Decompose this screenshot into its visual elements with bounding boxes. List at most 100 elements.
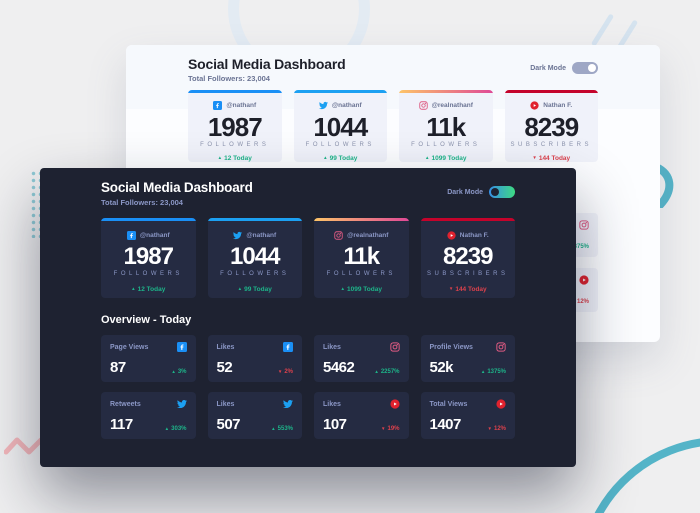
follower-card[interactable]: @nathanf 1044 FOLLOWERS ▲ 99 Today <box>207 218 302 298</box>
platform-accent-bar <box>101 218 196 221</box>
follower-label: FOLLOWERS <box>220 271 290 277</box>
metric-value: 5462 <box>323 359 355 376</box>
change-today: ▲ 1099 Today <box>425 155 466 162</box>
change-percent: ▲ 553% <box>271 426 293 432</box>
follower-card[interactable]: @nathanf 1987 FOLLOWERS ▲ 12 Today <box>101 218 196 298</box>
youtube-icon <box>389 399 400 409</box>
change-percent: ▲ 3% <box>171 369 186 375</box>
facebook-icon <box>213 101 223 110</box>
platform-accent-bar <box>314 218 409 221</box>
overview-card[interactable]: Total Views 1407 ▼ 12% <box>420 392 515 439</box>
change-arrow-icon: ▼ <box>277 368 283 374</box>
overview-card-top: Likes <box>323 399 400 409</box>
change-arrow-icon: ▼ <box>532 155 537 161</box>
change-text: 99 Today <box>329 155 358 162</box>
total-followers: Total Followers: 23,004 <box>188 74 270 84</box>
change-text: 12% <box>576 299 589 305</box>
overview-card[interactable]: Profile Views 52k ▲ 1375% <box>420 335 515 382</box>
metric-label: Page Views <box>110 343 149 351</box>
platform-accent-bar <box>420 218 515 221</box>
overview-card[interactable]: Likes 507 ▲ 553% <box>207 392 302 439</box>
account-row: @nathanf <box>126 231 170 240</box>
change-text: 12 Today <box>137 286 166 293</box>
follower-cards-row: @nathanf 1987 FOLLOWERS ▲ 12 Today @nath… <box>101 218 515 298</box>
account-row: @nathanf <box>318 101 362 110</box>
follower-count: 1044 <box>313 112 368 142</box>
dark-mode-control: Dark Mode <box>530 62 598 74</box>
follower-label: FOLLOWERS <box>411 142 481 148</box>
change-arrow-icon: ▼ <box>448 286 454 292</box>
overview-card[interactable]: Likes 52 ▼ 2% <box>207 335 302 382</box>
change-arrow-icon: ▲ <box>171 368 176 374</box>
change-percent: ▲ 2257% <box>374 369 399 375</box>
instagram-icon <box>496 342 506 352</box>
metric-label: Likes <box>216 343 235 351</box>
follower-label: FOLLOWERS <box>113 271 183 277</box>
overview-card[interactable]: Likes 107 ▼ 19% <box>314 392 409 439</box>
dark-mode-toggle[interactable] <box>572 62 598 74</box>
follower-count: 1044 <box>230 243 280 270</box>
account-handle: @realnathanf <box>431 102 473 109</box>
follower-count: 1987 <box>123 243 174 270</box>
youtube-icon <box>496 399 506 409</box>
decor-slash-1-icon <box>590 13 615 47</box>
follower-cards-row: @nathanf 1987 FOLLOWERS ▲ 12 Today @nath… <box>188 90 598 162</box>
follower-card[interactable]: Nathan F. 8239 SUBSCRIBERS ▼ 144 Today <box>420 218 515 298</box>
account-handle: Nathan F. <box>543 102 573 109</box>
metric-label: Retweets <box>110 400 141 408</box>
change-percent: ▼ 19% <box>381 426 399 432</box>
overview-card-top: Total Views <box>430 399 507 409</box>
change-today: ▼ 144 Today <box>449 286 487 293</box>
dark-header: Social Media Dashboard Total Followers: … <box>101 180 515 207</box>
overview-card-bottom: 1407 ▼ 12% <box>430 417 507 432</box>
toggle-knob <box>588 64 596 72</box>
change-text: 3% <box>177 369 187 375</box>
dark-dashboard: Social Media Dashboard Total Followers: … <box>40 168 576 467</box>
overview-card[interactable]: Likes 5462 ▲ 2257% <box>314 335 409 382</box>
change-text: 144 Today <box>455 286 487 293</box>
follower-card[interactable]: @realnathanf 11k FOLLOWERS ▲ 1099 Today <box>399 90 493 162</box>
overview-card[interactable]: Retweets 117 ▲ 303% <box>101 392 196 439</box>
metric-label: Likes <box>323 343 341 351</box>
change-arrow-icon: ▲ <box>164 425 170 431</box>
follower-card[interactable]: @realnathanf 11k FOLLOWERS ▲ 1099 Today <box>314 218 409 298</box>
instagram-icon <box>389 342 400 352</box>
change-text: 144 Today <box>538 155 571 162</box>
platform-accent-bar <box>188 90 282 93</box>
overview-card-top: Page Views <box>110 342 187 352</box>
dark-mode-toggle[interactable] <box>489 186 515 198</box>
change-today: ▲ 12 Today <box>218 155 252 162</box>
follower-count: 1987 <box>207 112 263 142</box>
follower-label: FOLLOWERS <box>326 271 396 277</box>
follower-label: FOLLOWERS <box>305 142 375 148</box>
follower-count: 11k <box>343 243 380 270</box>
instagram-icon <box>418 101 428 110</box>
metric-value: 1407 <box>429 416 462 433</box>
metric-value: 52 <box>216 359 233 376</box>
follower-card[interactable]: @nathanf 1044 FOLLOWERS ▲ 99 Today <box>293 90 387 162</box>
facebook-icon <box>283 342 293 352</box>
change-arrow-icon: ▲ <box>131 286 136 292</box>
account-handle: @nathanf <box>226 102 257 109</box>
change-today: ▲ 1099 Today <box>341 286 382 293</box>
overview-card-bottom: 107 ▼ 19% <box>323 417 400 432</box>
change-arrow-icon: ▲ <box>323 155 328 161</box>
change-text: 1099 Today <box>347 286 382 293</box>
account-row: Nathan F. <box>447 231 489 240</box>
change-arrow-icon: ▲ <box>340 286 346 292</box>
total-followers: Total Followers: 23,004 <box>101 197 183 207</box>
instagram-icon <box>579 220 589 230</box>
change-text: 12 Today <box>224 155 252 162</box>
overview-card[interactable]: Page Views 87 ▲ 3% <box>101 335 196 382</box>
metric-value: 107 <box>323 416 347 433</box>
change-percent: ▼ 12% <box>488 426 506 432</box>
change-arrow-icon: ▼ <box>381 425 386 431</box>
follower-count: 11k <box>426 112 466 142</box>
change-text: 303% <box>171 426 187 432</box>
change-text: 553% <box>277 426 293 432</box>
follower-card[interactable]: @nathanf 1987 FOLLOWERS ▲ 12 Today <box>188 90 282 162</box>
account-handle: @nathanf <box>331 102 362 109</box>
follower-card[interactable]: Nathan F. 8239 SUBSCRIBERS ▼ 144 Today <box>504 90 598 162</box>
metric-value: 507 <box>216 416 241 433</box>
follower-label: FOLLOWERS <box>200 142 270 148</box>
